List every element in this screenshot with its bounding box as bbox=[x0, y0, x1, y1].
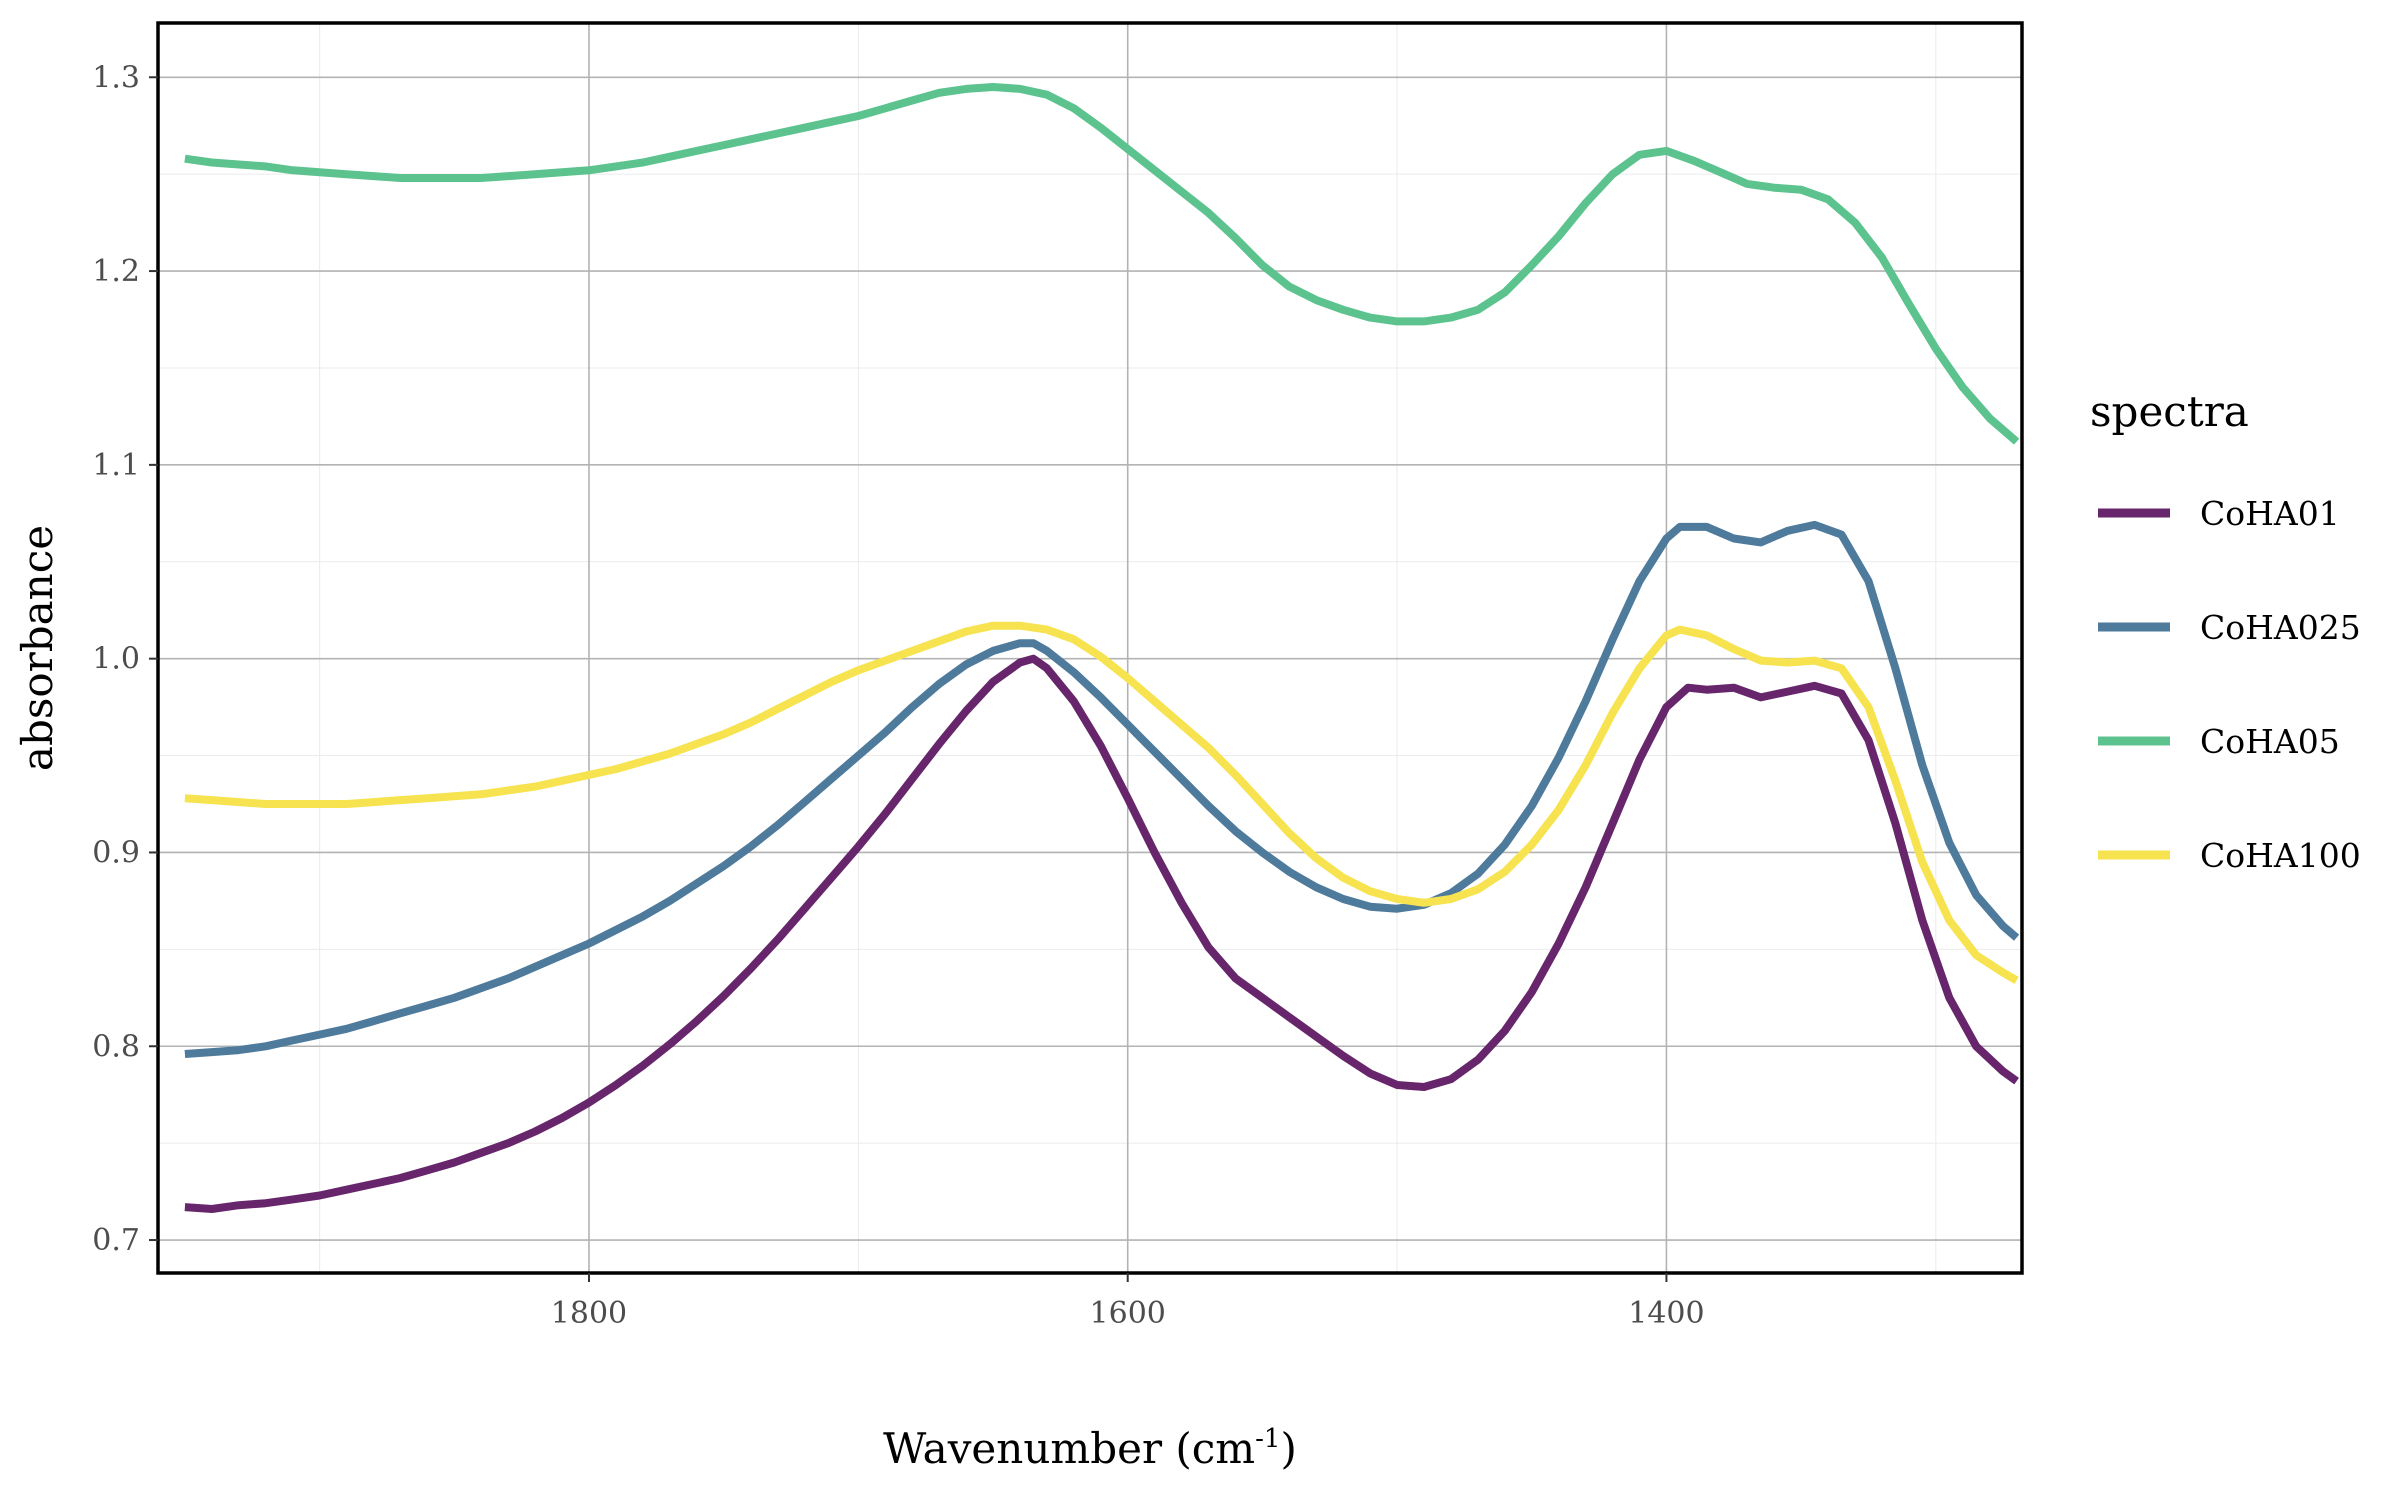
plot-panel-border bbox=[156, 21, 2024, 1275]
y-tick-label: 1.1 bbox=[92, 448, 140, 483]
series-lines bbox=[184, 83, 2020, 1213]
x-tick-label: 1600 bbox=[1090, 1296, 1166, 1331]
series-line-coha025 bbox=[184, 520, 2020, 1058]
x-axis-title-suffix: ) bbox=[1280, 1424, 1296, 1473]
y-tick-label: 1.3 bbox=[92, 60, 140, 95]
legend-item: CoHA05 bbox=[2098, 722, 2340, 761]
series-line-coha100 bbox=[184, 621, 2019, 984]
major-gridlines bbox=[158, 23, 2022, 1273]
legend-item: CoHA01 bbox=[2098, 494, 2340, 533]
y-tick-label: 0.9 bbox=[92, 835, 140, 870]
legend-title: spectra bbox=[2090, 387, 2249, 436]
legend-label: CoHA100 bbox=[2200, 836, 2361, 875]
x-axis-title: Wavenumber (cm-1) bbox=[883, 1424, 1297, 1473]
series-line-coha01 bbox=[184, 654, 2019, 1213]
y-tick-label: 1.2 bbox=[92, 254, 140, 289]
x-tick-label: 1800 bbox=[551, 1296, 627, 1331]
minor-gridlines bbox=[158, 23, 2022, 1273]
y-tick-label: 1.0 bbox=[92, 642, 140, 677]
legend-label: CoHA05 bbox=[2200, 722, 2340, 761]
y-axis-title: absorbance bbox=[13, 525, 62, 771]
legend-label: CoHA025 bbox=[2200, 608, 2361, 647]
axes: 1800 1600 1400 0.7 0.8 0.9 1.0 1.1 1.2 1.3 bbox=[92, 60, 1704, 1331]
y-tick-label: 0.8 bbox=[92, 1029, 140, 1064]
legend-item: CoHA100 bbox=[2098, 836, 2361, 875]
series-line-coha05 bbox=[184, 83, 2020, 445]
x-tick-label: 1400 bbox=[1628, 1296, 1704, 1331]
legend: CoHA01 CoHA025 CoHA05 CoHA100 bbox=[2098, 494, 2361, 875]
legend-item: CoHA025 bbox=[2098, 608, 2361, 647]
x-axis-title-superscript: -1 bbox=[1255, 1424, 1280, 1454]
y-tick-label: 0.7 bbox=[92, 1223, 140, 1258]
legend-label: CoHA01 bbox=[2200, 494, 2340, 533]
